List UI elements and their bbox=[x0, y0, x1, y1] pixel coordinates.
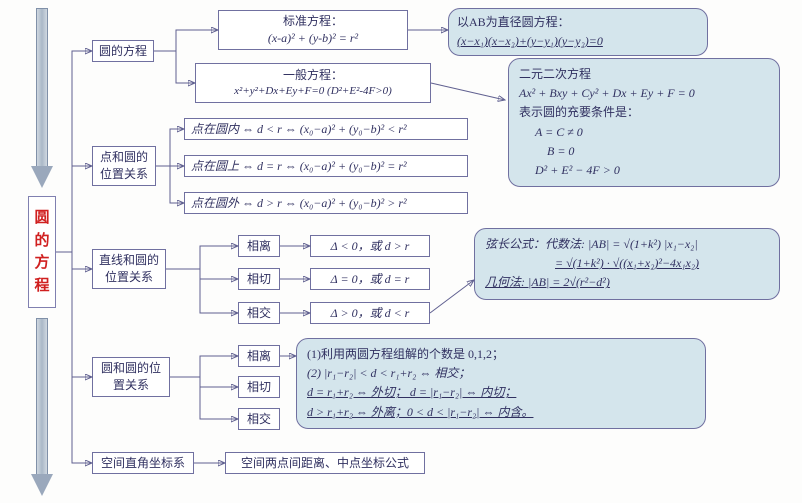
l1: (1)利用两圆方程组解的个数是 0,1,2； bbox=[307, 345, 695, 364]
node-line-sep-cond: Δ < 0，或 d > r bbox=[310, 235, 430, 257]
label: 圆和圆的位 置关系 bbox=[101, 360, 161, 394]
label: 空间两点间距离、中点坐标公式 bbox=[241, 455, 409, 472]
node-circle-eq: 圆的方程 bbox=[92, 40, 154, 62]
label: 点和圆的 位置关系 bbox=[100, 149, 148, 183]
l6: D² + E² − 4F > 0 bbox=[535, 161, 769, 180]
label-title: 标准方程： bbox=[283, 13, 343, 30]
l4: A = C ≠ 0 bbox=[535, 123, 769, 142]
l3: d = r₁+r₂ ⇔ 外切； d = |r₁−r₂| ⇔ 内切； bbox=[307, 383, 695, 402]
node-line-tan-cond: Δ = 0，或 d = r bbox=[310, 268, 430, 290]
label: 相切 bbox=[247, 271, 271, 288]
label-title: 一般方程： bbox=[283, 67, 343, 84]
l2: (2) |r₁−r₂| < d < r₁+r₂ ⇔ 相交； bbox=[307, 364, 695, 383]
label: 直线和圆的 位置关系 bbox=[99, 252, 159, 286]
label-formula: x²+y²+Dx+Ey+F=0 (D²+E²-4F>0) bbox=[234, 84, 392, 99]
root-c4: 程 bbox=[34, 275, 49, 298]
callout-diameter: 以AB为直径圆方程： (x−x₁)(x−x₂)+(y−y₁)(y−y₂)=0 bbox=[448, 8, 708, 56]
node-circ-rel: 圆和圆的位 置关系 bbox=[92, 357, 170, 397]
label: 空间直角坐标系 bbox=[101, 455, 185, 472]
node-point-outside: 点在圆外 ⇔ d > r ⇔ (x₀−a)² + (y₀−b)² > r² bbox=[184, 192, 468, 214]
node-point-inside: 点在圆内 ⇔ d < r ⇔ (x₀−a)² + (y₀−b)² < r² bbox=[184, 118, 468, 140]
arrow-top bbox=[33, 8, 51, 188]
label: Δ > 0，或 d < r bbox=[331, 305, 410, 322]
callout-chord: 弦长公式：代数法: |AB| = √(1+k²) |x₁−x₂| = √(1+k… bbox=[474, 228, 780, 300]
l1: 二元二次方程 bbox=[519, 65, 769, 84]
l2: Ax² + Bxy + Cy² + Dx + Ey + F = 0 bbox=[519, 84, 769, 103]
l2: = √(1+k²) · √((x₁+x₂)²−4x₁x₂) bbox=[485, 254, 769, 273]
root-node: 圆 的 方 程 bbox=[28, 196, 56, 308]
l3: 表示圆的充要条件是： bbox=[519, 103, 769, 122]
node-line-tan: 相切 bbox=[238, 268, 280, 290]
l5: B = 0 bbox=[535, 142, 769, 161]
node-line-int: 相交 bbox=[238, 302, 280, 324]
node-gen-eq: 一般方程： x²+y²+Dx+Ey+F=0 (D²+E²-4F>0) bbox=[195, 63, 431, 103]
label: Δ = 0，或 d = r bbox=[331, 271, 410, 288]
label: 相交 bbox=[247, 305, 271, 322]
node-spatial-detail: 空间两点间距离、中点坐标公式 bbox=[225, 452, 425, 474]
l3: 几何法: |AB| = 2√(r²−d²) bbox=[485, 273, 769, 292]
label: 相切 bbox=[247, 379, 271, 396]
label: 相离 bbox=[247, 348, 271, 365]
root-c1: 圆 bbox=[34, 207, 49, 230]
label: 点在圆外 ⇔ d > r ⇔ (x₀−a)² + (y₀−b)² > r² bbox=[191, 195, 407, 212]
node-line-rel: 直线和圆的 位置关系 bbox=[92, 249, 166, 289]
node-std-eq: 标准方程： (x-a)² + (y-b)² = r² bbox=[218, 10, 408, 50]
node-circ-tan: 相切 bbox=[238, 376, 280, 398]
root-c2: 的 bbox=[34, 230, 49, 253]
label: 相离 bbox=[247, 238, 271, 255]
label-formula: (x-a)² + (y-b)² = r² bbox=[268, 30, 358, 47]
label: 点在圆上 ⇔ d = r ⇔ (x₀−a)² + (y₀−b)² = r² bbox=[191, 158, 407, 175]
formula: (x−x₁)(x−x₂)+(y−y₁)(y−y₂)=0 bbox=[457, 32, 699, 51]
node-line-sep: 相离 bbox=[238, 235, 280, 257]
node-spatial: 空间直角坐标系 bbox=[92, 452, 194, 474]
label: Δ < 0，或 d > r bbox=[331, 238, 410, 255]
node-point-on: 点在圆上 ⇔ d = r ⇔ (x₀−a)² + (y₀−b)² = r² bbox=[184, 155, 468, 177]
l1: 弦长公式：代数法: |AB| = √(1+k²) |x₁−x₂| bbox=[485, 235, 769, 254]
callout-two-circles: (1)利用两圆方程组解的个数是 0,1,2； (2) |r₁−r₂| < d <… bbox=[296, 338, 706, 429]
arrow-bottom bbox=[33, 318, 51, 496]
label: 圆的方程 bbox=[99, 43, 147, 60]
label: 相交 bbox=[247, 411, 271, 428]
node-circ-sep: 相离 bbox=[238, 345, 280, 367]
label: 点在圆内 ⇔ d < r ⇔ (x₀−a)² + (y₀−b)² < r² bbox=[191, 121, 407, 138]
node-line-int-cond: Δ > 0，或 d < r bbox=[310, 302, 430, 324]
callout-general: 二元二次方程 Ax² + Bxy + Cy² + Dx + Ey + F = 0… bbox=[508, 58, 780, 187]
label: 以AB为直径圆方程： bbox=[457, 13, 699, 32]
node-circ-int: 相交 bbox=[238, 408, 280, 430]
node-point-rel: 点和圆的 位置关系 bbox=[92, 146, 156, 186]
l4: d > r₁+r₂ ⇔ 外离；0 < d < |r₁−r₂| ⇔ 内含。 bbox=[307, 403, 695, 422]
root-c3: 方 bbox=[34, 252, 49, 275]
